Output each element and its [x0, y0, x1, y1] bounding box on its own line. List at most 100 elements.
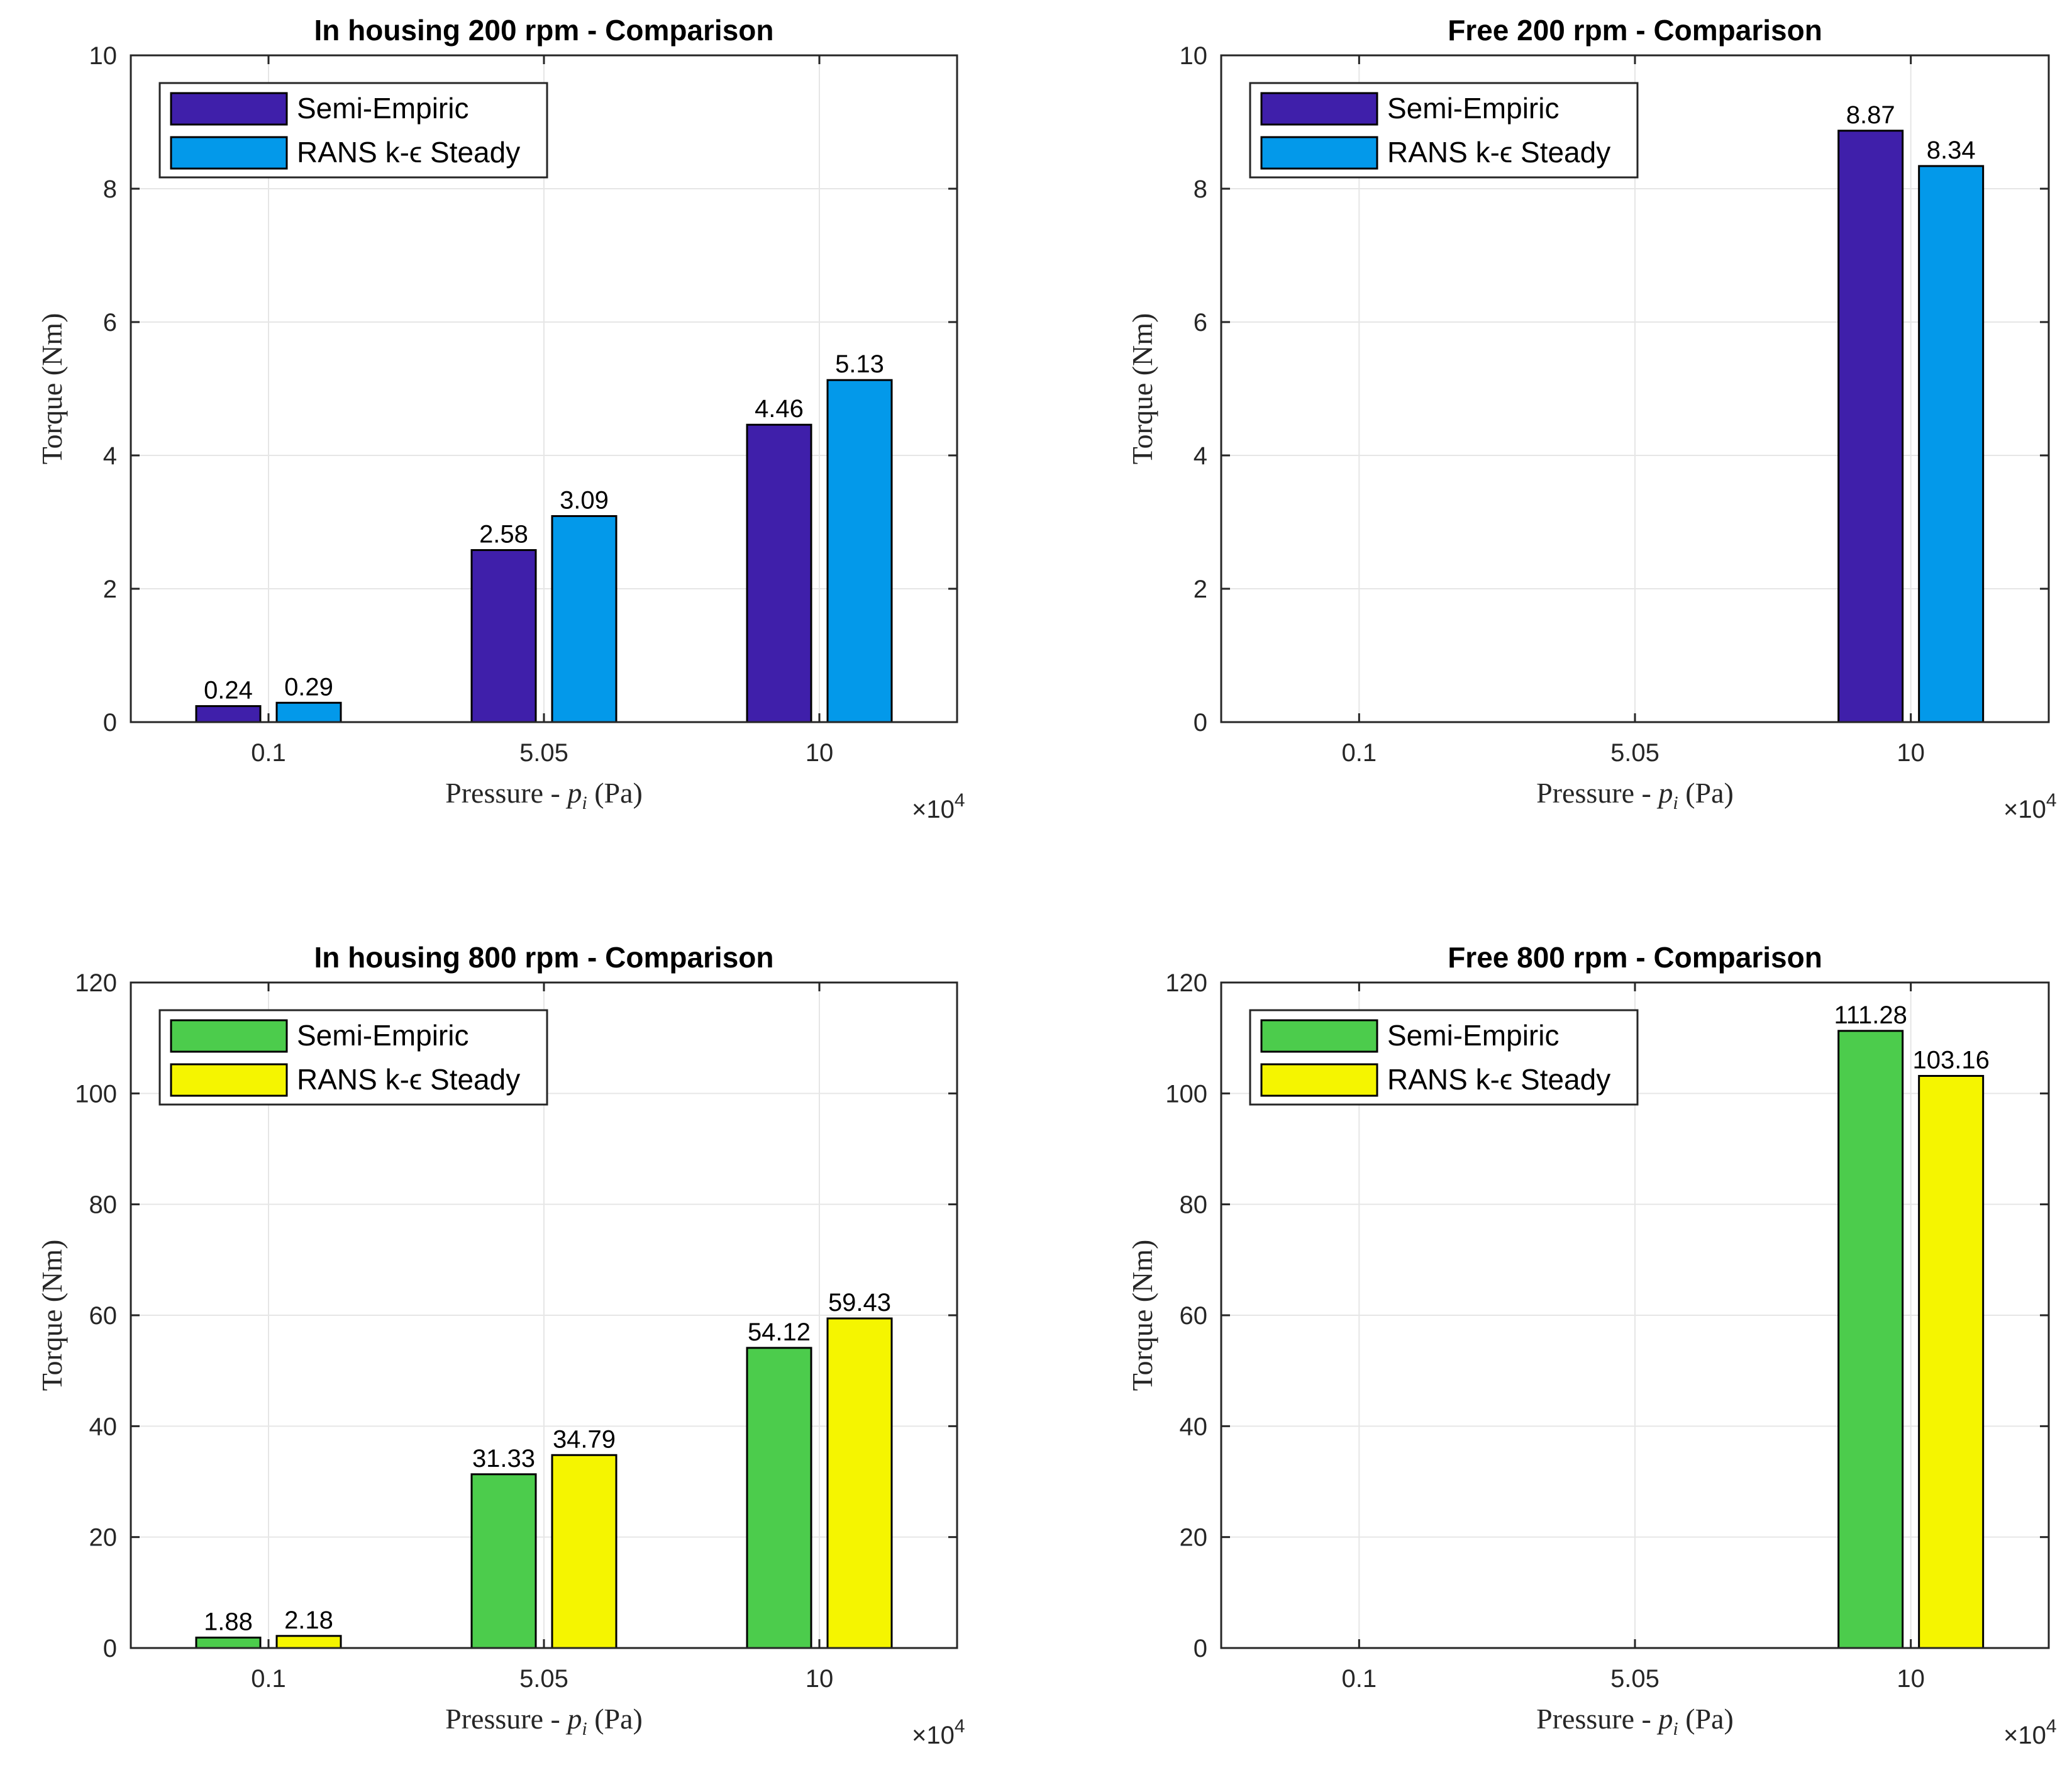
- legend-swatch-1: [1260, 136, 1378, 170]
- bar-1-1: [551, 515, 618, 723]
- bar-0-2: [746, 423, 812, 723]
- bar-1-1: [551, 1454, 618, 1649]
- x-axis-label-var: p: [565, 1703, 582, 1735]
- data-label: 0.29: [284, 673, 333, 701]
- y-tick-label: 2: [1194, 576, 1207, 603]
- y-tick-label: 100: [75, 1080, 117, 1108]
- legend: Semi-Empiric RANS k-ϵ Steady: [1249, 1009, 1639, 1106]
- y-tick-label: 4: [1194, 442, 1207, 470]
- legend: Semi-Empiric RANS k-ϵ Steady: [1249, 82, 1639, 179]
- x-exponent-power: 4: [955, 1716, 965, 1737]
- x-axis-label-sub: i: [1673, 793, 1678, 813]
- y-tick-label: 8: [1194, 175, 1207, 203]
- bar-0-0: [195, 1636, 262, 1649]
- bar-0-2: [1837, 1030, 1904, 1649]
- chart-title: Free 200 rpm - Comparison: [1448, 14, 1822, 47]
- x-exponent: ×104: [912, 790, 965, 823]
- x-tick-label: 0.1: [251, 739, 286, 767]
- data-label: 2.58: [479, 521, 528, 548]
- x-exponent-power: 4: [2046, 790, 2057, 811]
- x-axis-label: Pressure - pi (Pa): [445, 777, 643, 813]
- legend-entry-0: Semi-Empiric: [297, 1019, 468, 1052]
- x-tick-label: 10: [806, 1665, 834, 1693]
- data-label: 31.33: [472, 1445, 535, 1473]
- bar-0-2: [1837, 130, 1904, 723]
- data-label: 34.79: [553, 1425, 616, 1453]
- data-label: 3.09: [560, 486, 609, 514]
- y-tick-label: 0: [103, 1635, 117, 1662]
- x-exponent-power: 4: [2046, 1716, 2057, 1737]
- x-exponent-base: ×10: [2003, 796, 2046, 823]
- x-axis-label-var: p: [565, 777, 582, 809]
- data-label: 0.24: [204, 677, 253, 704]
- x-exponent: ×104: [2003, 1716, 2057, 1749]
- y-tick-label: 6: [1194, 309, 1207, 337]
- legend-swatch-1: [170, 1063, 288, 1097]
- x-axis-label-unit: (Pa): [587, 777, 643, 809]
- y-tick-label: 6: [103, 309, 117, 337]
- y-tick-label: 60: [1180, 1302, 1208, 1330]
- legend-entry-0: Semi-Empiric: [1387, 1019, 1559, 1052]
- legend: Semi-Empiric RANS k-ϵ Steady: [158, 1009, 548, 1106]
- chart-title: In housing 200 rpm - Comparison: [314, 14, 774, 47]
- x-axis-label-unit: (Pa): [587, 1703, 643, 1735]
- x-exponent-base: ×10: [912, 796, 955, 823]
- legend-entry-0: Semi-Empiric: [1387, 92, 1559, 125]
- x-axis-label-text: Pressure -: [1536, 777, 1658, 809]
- chart-title: In housing 800 rpm - Comparison: [314, 941, 774, 974]
- y-tick-label: 2: [103, 576, 117, 603]
- y-tick-label: 8: [103, 175, 117, 203]
- x-tick-label: 5.05: [1610, 739, 1659, 767]
- legend-entry-1: RANS k-ϵ Steady: [297, 136, 520, 169]
- data-label: 8.34: [1927, 136, 1976, 164]
- bar-0-0: [195, 705, 262, 723]
- data-label: 4.46: [755, 395, 804, 423]
- y-tick-label: 10: [1180, 42, 1208, 70]
- legend-swatch-0: [170, 1019, 288, 1053]
- x-axis-label-sub: i: [1673, 1718, 1678, 1739]
- x-axis-label-var: p: [1656, 777, 1673, 809]
- bar-1-2: [1918, 165, 1985, 723]
- y-axis-label: Torque (Nm): [1126, 313, 1158, 465]
- y-tick-label: 10: [89, 42, 118, 70]
- y-tick-label: 0: [1194, 709, 1207, 737]
- legend-entry-1: RANS k-ϵ Steady: [1387, 1063, 1610, 1096]
- legend-swatch-1: [1260, 1063, 1378, 1097]
- data-label: 59.43: [828, 1289, 891, 1317]
- x-exponent-base: ×10: [2003, 1722, 2046, 1749]
- x-axis-label-var: p: [1656, 1703, 1673, 1735]
- x-axis-label-text: Pressure -: [1536, 1703, 1658, 1735]
- x-axis-label-sub: i: [582, 793, 587, 813]
- x-exponent-base: ×10: [912, 1722, 955, 1749]
- x-tick-label: 10: [1897, 1665, 1925, 1693]
- legend-swatch-0: [1260, 1019, 1378, 1053]
- x-tick-label: 0.1: [1342, 1665, 1377, 1693]
- y-tick-label: 100: [1165, 1080, 1207, 1108]
- data-label: 111.28: [1834, 1001, 1907, 1029]
- y-tick-label: 120: [1165, 969, 1207, 997]
- y-tick-label: 4: [103, 442, 117, 470]
- x-axis-label-sub: i: [582, 1718, 587, 1739]
- data-label: 103.16: [1912, 1046, 1989, 1074]
- x-axis-label-unit: (Pa): [1678, 777, 1734, 809]
- chart-panel-0: 0.24 2.58 4.46 0.29 3.09 5.13 0 2 4 6 8 10 0.1 5.05 10…: [36, 14, 965, 823]
- y-tick-label: 0: [103, 709, 117, 737]
- y-axis-label: Torque (Nm): [1126, 1240, 1158, 1391]
- data-label: 8.87: [1846, 101, 1895, 129]
- bar-0-1: [470, 1473, 537, 1649]
- x-tick-label: 10: [1897, 739, 1925, 767]
- y-tick-label: 60: [89, 1302, 118, 1330]
- x-tick-label: 0.1: [251, 1665, 286, 1693]
- x-axis-label-text: Pressure -: [445, 1703, 567, 1735]
- data-label: 54.12: [748, 1318, 811, 1346]
- data-label: 2.18: [284, 1606, 333, 1634]
- y-tick-label: 20: [89, 1524, 118, 1552]
- x-tick-label: 5.05: [519, 739, 568, 767]
- x-axis-label-unit: (Pa): [1678, 1703, 1734, 1735]
- y-tick-label: 80: [1180, 1191, 1208, 1219]
- x-axis-label: Pressure - pi (Pa): [1536, 1703, 1734, 1739]
- legend-entry-1: RANS k-ϵ Steady: [1387, 136, 1610, 169]
- x-axis-label: Pressure - pi (Pa): [445, 1703, 643, 1739]
